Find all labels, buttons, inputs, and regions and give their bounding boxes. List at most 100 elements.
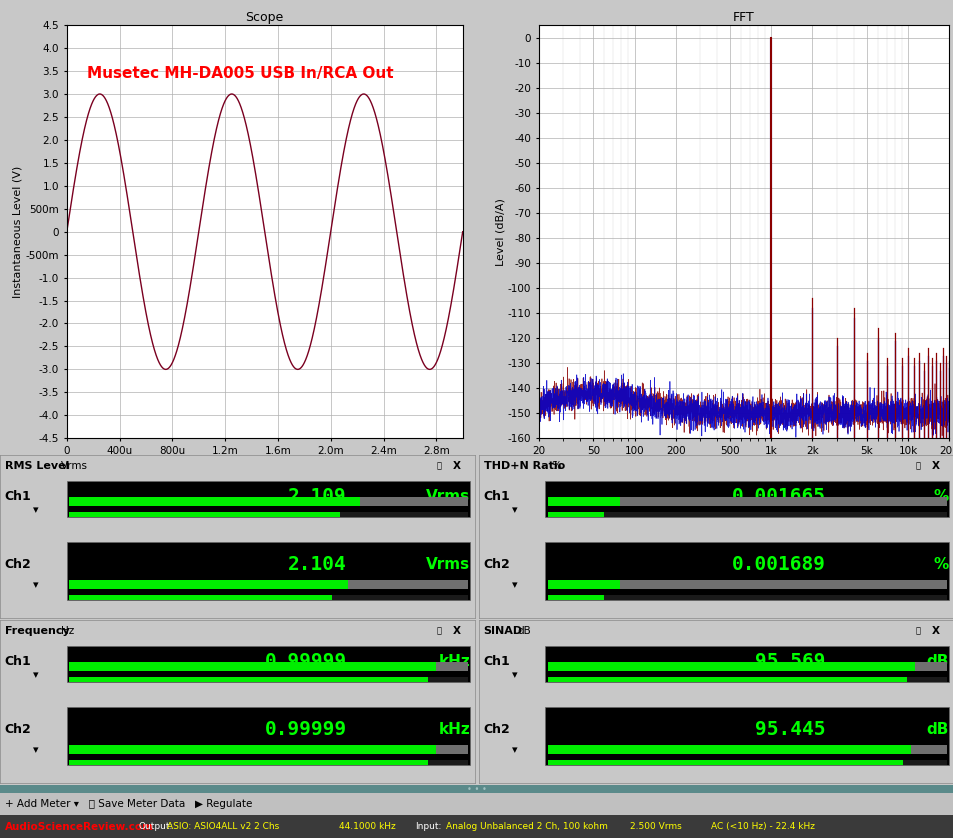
Bar	[547, 580, 946, 589]
Bar	[547, 677, 946, 682]
Bar	[547, 677, 906, 682]
Y-axis label: Instantaneous Level (V): Instantaneous Level (V)	[12, 166, 23, 297]
Text: • • •: • • •	[467, 784, 486, 794]
Bar	[0, 455, 475, 476]
Text: Ch2: Ch2	[5, 558, 31, 572]
Bar	[69, 596, 332, 600]
Text: Input:: Input:	[415, 822, 441, 831]
Text: X: X	[453, 461, 460, 471]
Bar	[0, 620, 475, 641]
Text: ⬜: ⬜	[915, 626, 920, 635]
Bar	[545, 481, 948, 517]
Text: 0.001689: 0.001689	[731, 555, 825, 574]
Bar	[547, 580, 619, 589]
Bar	[547, 745, 946, 754]
Bar	[547, 497, 946, 505]
Text: Ch2: Ch2	[483, 558, 510, 572]
Bar	[67, 541, 470, 600]
Bar	[69, 745, 436, 754]
Text: Frequency: Frequency	[5, 626, 70, 635]
Text: kHz: kHz	[438, 654, 470, 669]
Text: kHz: kHz	[438, 722, 470, 737]
Bar	[547, 512, 603, 517]
Text: Ch2: Ch2	[5, 723, 31, 736]
Bar	[547, 596, 946, 600]
Bar	[69, 760, 468, 765]
Text: ASIO: ASIO4ALL v2 2 Chs: ASIO: ASIO4ALL v2 2 Chs	[167, 822, 279, 831]
Text: 0.001665: 0.001665	[731, 487, 825, 506]
Bar	[67, 481, 470, 517]
Text: Vrms: Vrms	[426, 489, 470, 504]
Text: ▾: ▾	[33, 580, 39, 590]
Text: 44.1000 kHz: 44.1000 kHz	[338, 822, 395, 831]
Bar	[69, 745, 468, 754]
Bar	[547, 596, 603, 600]
Text: Hz: Hz	[61, 626, 74, 635]
Bar	[69, 760, 428, 765]
Text: AudioScienceReview.com: AudioScienceReview.com	[5, 821, 153, 831]
Bar	[69, 580, 348, 589]
Text: Ch1: Ch1	[483, 654, 510, 668]
Y-axis label: Level (dB/A): Level (dB/A)	[495, 198, 504, 266]
Text: ▾: ▾	[512, 580, 517, 590]
Bar	[547, 760, 902, 765]
Text: 2.109: 2.109	[288, 487, 347, 506]
Text: 0.99999: 0.99999	[264, 652, 347, 670]
Text: 2.104: 2.104	[288, 555, 347, 574]
Bar	[69, 662, 436, 670]
X-axis label: Time (s): Time (s)	[242, 458, 287, 468]
Bar	[547, 512, 946, 517]
Bar	[69, 677, 468, 682]
Text: dB: dB	[926, 722, 948, 737]
Title: Scope: Scope	[245, 11, 284, 24]
Bar	[69, 596, 468, 600]
Text: X: X	[453, 626, 460, 635]
Text: ▾: ▾	[33, 745, 39, 755]
Text: Ch1: Ch1	[5, 654, 31, 668]
Bar	[547, 745, 910, 754]
Bar	[69, 512, 468, 517]
Bar	[69, 662, 468, 670]
Text: %: %	[933, 489, 948, 504]
Text: dB: dB	[517, 626, 530, 635]
Text: ⬜: ⬜	[436, 626, 441, 635]
Text: THD+N Ratio: THD+N Ratio	[483, 461, 564, 471]
Text: Vrms: Vrms	[426, 557, 470, 572]
Text: 2.500 Vrms: 2.500 Vrms	[629, 822, 680, 831]
Text: %: %	[551, 461, 560, 471]
Bar	[67, 646, 470, 682]
Text: %: %	[933, 557, 948, 572]
Text: ⬜: ⬜	[915, 461, 920, 470]
Text: AC (<10 Hz) - 22.4 kHz: AC (<10 Hz) - 22.4 kHz	[710, 822, 814, 831]
Bar	[545, 541, 948, 600]
Bar	[545, 646, 948, 682]
Text: 95.445: 95.445	[755, 720, 825, 739]
Text: Musetec MH-DA005 USB In/RCA Out: Musetec MH-DA005 USB In/RCA Out	[87, 66, 393, 81]
Text: 0.99999: 0.99999	[264, 720, 347, 739]
Bar	[478, 455, 953, 476]
Text: 95.569: 95.569	[755, 652, 825, 670]
Bar	[69, 497, 468, 505]
Text: dB: dB	[926, 654, 948, 669]
Bar	[69, 580, 468, 589]
Text: Ch2: Ch2	[483, 723, 510, 736]
Text: Vrms: Vrms	[61, 461, 88, 471]
Bar	[547, 497, 619, 505]
Bar	[545, 706, 948, 765]
Bar	[69, 497, 360, 505]
Text: Analog Unbalanced 2 Ch, 100 kohm: Analog Unbalanced 2 Ch, 100 kohm	[446, 822, 608, 831]
Text: Ch1: Ch1	[5, 489, 31, 503]
Text: RMS Level: RMS Level	[5, 461, 69, 471]
Bar	[69, 677, 428, 682]
X-axis label: Frequency (Hz): Frequency (Hz)	[701, 458, 785, 468]
Text: + Add Meter ▾   ⎙ Save Meter Data   ▶ Regulate: + Add Meter ▾ ⎙ Save Meter Data ▶ Regula…	[5, 799, 252, 809]
Text: Ch1: Ch1	[483, 489, 510, 503]
Text: X: X	[931, 461, 939, 471]
Text: ▾: ▾	[512, 745, 517, 755]
Text: ⬜: ⬜	[436, 461, 441, 470]
Title: FFT: FFT	[733, 11, 754, 24]
Text: ▾: ▾	[33, 670, 39, 680]
Bar	[67, 706, 470, 765]
Bar	[547, 662, 914, 670]
Bar	[69, 512, 340, 517]
